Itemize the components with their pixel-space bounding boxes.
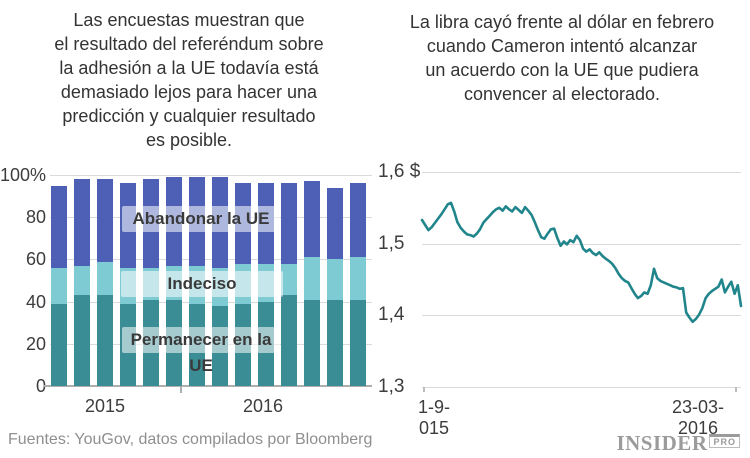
y-axis-label: 1,3 bbox=[378, 376, 405, 397]
y-axis-label: 100% bbox=[0, 165, 47, 185]
bar-p11 bbox=[281, 183, 297, 386]
bar-p3 bbox=[97, 179, 113, 386]
bar-segment bbox=[281, 295, 297, 386]
y-axis-label: 20 bbox=[25, 334, 46, 354]
bar-segment bbox=[51, 267, 67, 304]
gridline bbox=[422, 172, 741, 173]
y-axis-label: 40 bbox=[25, 292, 46, 312]
y-axis-label: 1,6 $ bbox=[378, 161, 421, 182]
x-axis-line bbox=[44, 385, 372, 387]
gridline bbox=[422, 315, 741, 316]
gridline bbox=[50, 175, 372, 176]
gridline bbox=[50, 259, 372, 260]
brand-suffix: PRO bbox=[709, 434, 740, 448]
y-axis-label: 80 bbox=[25, 207, 46, 227]
brand-name: INSIDER bbox=[616, 431, 708, 455]
y-axis-label: 1,4 bbox=[378, 304, 405, 325]
x-axis-label-end-date: 23-03-2016 bbox=[671, 397, 725, 438]
bar-segment bbox=[304, 299, 320, 386]
bar-segment bbox=[51, 185, 67, 268]
source-note: Fuentes: YouGov, datos compilados por Bl… bbox=[8, 431, 373, 448]
bar-segment bbox=[350, 183, 366, 258]
y-axis-label: 1,5 bbox=[378, 233, 405, 254]
x-axis-label-start-date: 1-9-015 bbox=[417, 397, 450, 438]
bar-p12 bbox=[304, 181, 320, 386]
bar-segment bbox=[304, 181, 320, 258]
left-chart-title: Las encuestas muestran que el resultado … bbox=[54, 10, 324, 150]
bar-segment bbox=[74, 265, 90, 296]
bar-segment bbox=[327, 299, 343, 386]
bar-p1 bbox=[51, 185, 67, 386]
axis-tick bbox=[423, 387, 425, 392]
legend-pill-remain: Permanecer en la UE bbox=[122, 327, 280, 375]
legend-pill-leave: Abandonar la UE bbox=[122, 206, 280, 232]
insiderpro-logo: INSIDER PRO bbox=[616, 431, 740, 456]
bar-p14 bbox=[350, 183, 366, 386]
legend-pill-undecided: Indeciso bbox=[121, 271, 283, 297]
axis-tick bbox=[735, 387, 737, 392]
bar-p13 bbox=[327, 187, 343, 386]
year-divider-tick bbox=[180, 387, 182, 393]
bar-segment bbox=[97, 261, 113, 296]
gridline bbox=[422, 387, 741, 388]
bar-segment bbox=[97, 179, 113, 262]
bar-segment bbox=[327, 187, 343, 260]
bar-segment bbox=[74, 179, 90, 266]
fx-line bbox=[420, 201, 743, 324]
bar-p2 bbox=[74, 179, 90, 386]
bar-segment bbox=[97, 295, 113, 386]
bar-segment bbox=[350, 299, 366, 386]
bar-segment bbox=[51, 303, 67, 386]
y-axis-label: 60 bbox=[25, 249, 46, 269]
bar-segment bbox=[350, 257, 366, 300]
bar-segment bbox=[281, 183, 297, 264]
bar-segment bbox=[327, 259, 343, 300]
gridline bbox=[50, 302, 372, 303]
right-chart-title: La libra cayó frente al dólar en febrero… bbox=[409, 12, 715, 104]
x-axis-label-2016: 2016 bbox=[242, 396, 284, 416]
y-axis-label: 0 bbox=[35, 376, 46, 396]
bar-segment bbox=[281, 263, 297, 296]
x-axis-label-2015: 2015 bbox=[84, 396, 126, 416]
bar-segment bbox=[304, 257, 320, 300]
bar-segment bbox=[74, 295, 90, 386]
